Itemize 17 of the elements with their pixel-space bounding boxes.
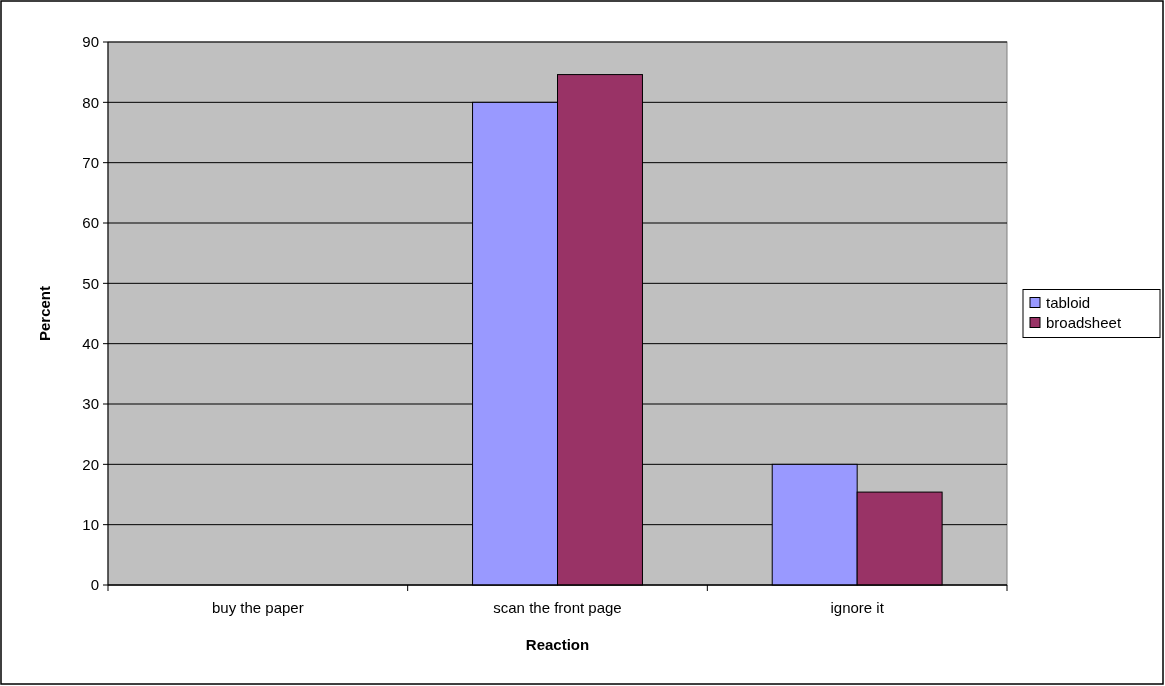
y-tick-label: 30 bbox=[82, 395, 99, 413]
x-tick-label: ignore it bbox=[830, 599, 885, 616]
y-tick-label: 90 bbox=[82, 33, 99, 51]
y-tick-label: 10 bbox=[82, 515, 99, 533]
y-tick-label: 50 bbox=[82, 274, 99, 292]
x-tick-label: scan the front page bbox=[493, 599, 622, 616]
legend-label: broadsheet bbox=[1046, 313, 1122, 331]
x-tick-label: buy the paper bbox=[211, 599, 304, 616]
y-tick-label: 0 bbox=[90, 576, 99, 594]
x-axis-title: Reaction bbox=[525, 636, 590, 653]
y-tick-label: 80 bbox=[82, 93, 99, 111]
legend-label: tabloid bbox=[1046, 293, 1091, 311]
y-tick-label: 40 bbox=[82, 334, 99, 352]
y-tick-label: 20 bbox=[82, 455, 99, 473]
y-tick-label: 70 bbox=[82, 153, 99, 171]
y-axis-title: Percent bbox=[36, 285, 53, 342]
y-tick-label: 60 bbox=[82, 214, 99, 232]
